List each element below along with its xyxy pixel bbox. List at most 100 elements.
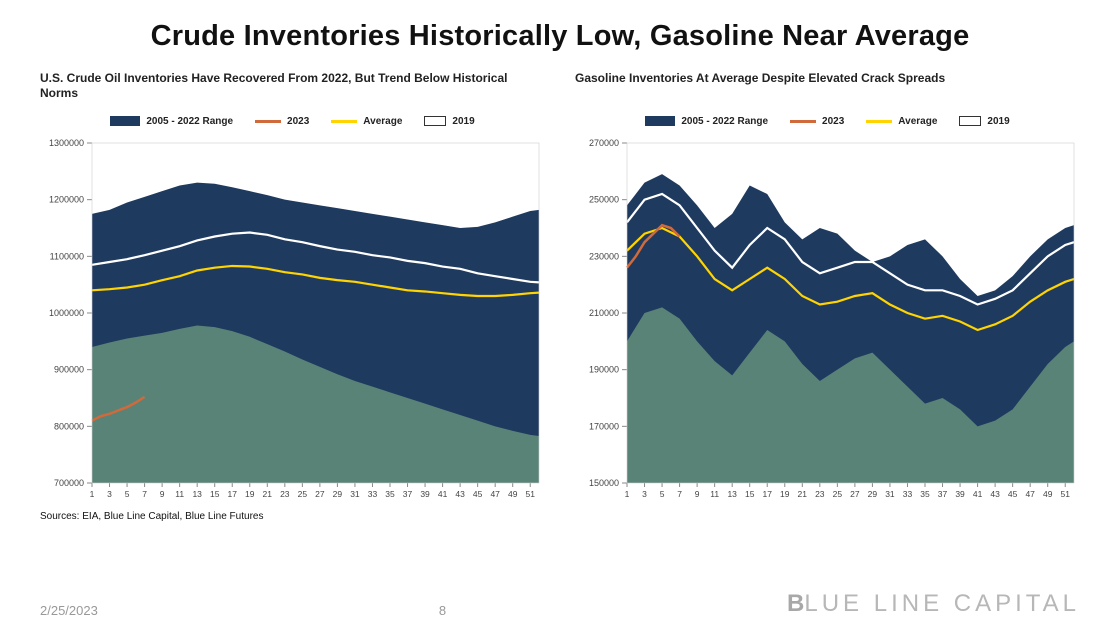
svg-text:13: 13 [192,489,202,499]
legend-item: Average [331,116,402,127]
svg-text:1: 1 [90,489,95,499]
svg-text:29: 29 [333,489,343,499]
svg-text:19: 19 [780,489,790,499]
legend-label: Average [363,116,402,127]
page-root: Crude Inventories Historically Low, Gaso… [0,0,1120,630]
legend-swatch [866,120,892,123]
legend-swatch [424,116,446,126]
svg-text:43: 43 [455,489,465,499]
legend-swatch [790,120,816,123]
svg-text:25: 25 [298,489,308,499]
svg-text:11: 11 [710,489,719,499]
svg-text:11: 11 [175,489,184,499]
svg-text:27: 27 [850,489,860,499]
svg-text:3: 3 [107,489,112,499]
svg-text:23: 23 [815,489,825,499]
crude-chart-col: U.S. Crude Oil Inventories Have Recovere… [40,71,545,522]
svg-text:35: 35 [920,489,930,499]
svg-text:13: 13 [727,489,737,499]
svg-text:37: 37 [403,489,413,499]
legend-label: 2005 - 2022 Range [146,116,233,127]
svg-text:51: 51 [1061,489,1071,499]
svg-text:1000000: 1000000 [49,308,84,318]
svg-text:37: 37 [938,489,948,499]
svg-text:25: 25 [833,489,843,499]
legend-label: 2019 [452,116,474,127]
svg-text:7: 7 [142,489,147,499]
crude-chart-svg: 700000 800000 900000 1000000 1100000 1200000 1… [40,137,545,507]
svg-text:270000: 270000 [589,138,619,148]
legend-label: 2005 - 2022 Range [681,116,768,127]
legend-item: 2019 [424,116,474,127]
svg-text:17: 17 [228,489,238,499]
svg-text:230000: 230000 [589,251,619,261]
svg-text:150000: 150000 [589,478,619,488]
footer: 2/25/2023 8 BLUE LINE CAPITAL [40,590,1080,618]
logo: BLUE LINE CAPITAL [787,590,1080,618]
legend-swatch [645,116,675,126]
svg-text:1200000: 1200000 [49,195,84,205]
logo-b: B [787,590,804,617]
gasoline-legend: 2005 - 2022 Range 2023 Average 2019 [575,111,1080,131]
legend-item: 2005 - 2022 Range [110,116,233,127]
legend-label: Average [898,116,937,127]
svg-text:5: 5 [125,489,130,499]
svg-text:700000: 700000 [54,478,84,488]
svg-text:33: 33 [903,489,913,499]
gasoline-chart-box: 150000 170000 190000 210000 230000 250000 2700… [575,137,1080,507]
svg-text:51: 51 [526,489,536,499]
svg-text:43: 43 [990,489,1000,499]
gasoline-subtitle: Gasoline Inventories At Average Despite … [575,71,1080,105]
svg-text:17: 17 [763,489,773,499]
svg-text:19: 19 [245,489,255,499]
svg-text:47: 47 [1025,489,1035,499]
legend-item: 2023 [790,116,844,127]
legend-item: 2005 - 2022 Range [645,116,768,127]
svg-text:29: 29 [868,489,878,499]
legend-item: 2023 [255,116,309,127]
svg-text:800000: 800000 [54,421,84,431]
legend-swatch [331,120,357,123]
svg-text:45: 45 [473,489,483,499]
gasoline-chart-svg: 150000 170000 190000 210000 230000 250000 2700… [575,137,1080,507]
source-note: Sources: EIA, Blue Line Capital, Blue Li… [40,511,545,522]
footer-page-num: 8 [439,603,446,618]
svg-text:250000: 250000 [589,195,619,205]
legend-swatch [959,116,981,126]
svg-text:45: 45 [1008,489,1018,499]
svg-text:3: 3 [642,489,647,499]
legend-label: 2023 [822,116,844,127]
footer-date: 2/25/2023 [40,603,98,618]
svg-text:21: 21 [798,489,808,499]
svg-text:1100000: 1100000 [50,251,84,261]
svg-text:41: 41 [973,489,983,499]
svg-text:5: 5 [660,489,665,499]
crude-chart-box: 700000 800000 900000 1000000 1100000 1200000 1… [40,137,545,507]
svg-text:15: 15 [745,489,755,499]
legend-item: 2019 [959,116,1009,127]
svg-text:210000: 210000 [589,308,619,318]
svg-text:31: 31 [885,489,895,499]
crude-legend: 2005 - 2022 Range 2023 Average 2019 [40,111,545,131]
legend-label: 2019 [987,116,1009,127]
svg-text:35: 35 [385,489,395,499]
gasoline-chart-col: Gasoline Inventories At Average Despite … [575,71,1080,522]
svg-text:27: 27 [315,489,325,499]
legend-label: 2023 [287,116,309,127]
svg-text:49: 49 [508,489,518,499]
svg-text:7: 7 [677,489,682,499]
svg-text:1300000: 1300000 [49,138,84,148]
svg-text:39: 39 [420,489,430,499]
logo-rest: LUE LINE CAPITAL [804,590,1080,617]
charts-row: U.S. Crude Oil Inventories Have Recovere… [40,71,1080,522]
svg-text:41: 41 [438,489,448,499]
svg-text:900000: 900000 [54,365,84,375]
crude-subtitle: U.S. Crude Oil Inventories Have Recovere… [40,71,545,105]
svg-text:190000: 190000 [589,365,619,375]
svg-text:170000: 170000 [589,421,619,431]
svg-text:47: 47 [490,489,500,499]
legend-swatch [255,120,281,123]
svg-text:9: 9 [160,489,165,499]
svg-text:49: 49 [1043,489,1053,499]
page-title: Crude Inventories Historically Low, Gaso… [40,20,1080,53]
